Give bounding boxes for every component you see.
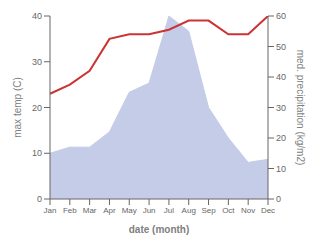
- svg-text:date (month): date (month): [129, 224, 190, 235]
- svg-text:30: 30: [276, 103, 286, 113]
- svg-text:20: 20: [32, 103, 42, 113]
- svg-text:20: 20: [276, 133, 286, 143]
- svg-text:May: May: [122, 206, 137, 215]
- svg-text:Aug: Aug: [182, 206, 196, 215]
- svg-text:Dec: Dec: [261, 206, 275, 215]
- svg-text:40: 40: [276, 72, 286, 82]
- svg-text:Feb: Feb: [63, 206, 77, 215]
- svg-text:Apr: Apr: [103, 206, 116, 215]
- svg-text:Nov: Nov: [241, 206, 255, 215]
- svg-text:Mar: Mar: [83, 206, 97, 215]
- svg-text:med. precipitation (kg/m2): med. precipitation (kg/m2): [295, 50, 306, 166]
- svg-text:30: 30: [32, 57, 42, 67]
- svg-text:10: 10: [32, 148, 42, 158]
- svg-text:60: 60: [276, 11, 286, 21]
- svg-text:50: 50: [276, 42, 286, 52]
- svg-text:Sep: Sep: [201, 206, 216, 215]
- svg-text:Jun: Jun: [143, 206, 156, 215]
- svg-text:10: 10: [276, 164, 286, 174]
- svg-text:max temp (C): max temp (C): [12, 77, 23, 138]
- svg-text:Jan: Jan: [44, 206, 57, 215]
- svg-text:Oct: Oct: [222, 206, 235, 215]
- svg-text:Jul: Jul: [164, 206, 174, 215]
- svg-text:0: 0: [37, 194, 42, 204]
- svg-text:40: 40: [32, 11, 42, 21]
- svg-text:0: 0: [276, 194, 281, 204]
